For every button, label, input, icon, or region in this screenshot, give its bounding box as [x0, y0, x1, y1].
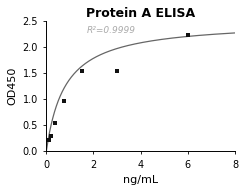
Point: [53, 122, 57, 125]
Point: [49, 134, 53, 137]
Point: [47, 138, 50, 141]
Title: Protein A ELISA: Protein A ELISA: [86, 7, 195, 20]
Point: [115, 70, 119, 73]
Point: [80, 70, 84, 73]
Point: [186, 33, 190, 36]
X-axis label: ng/mL: ng/mL: [123, 175, 158, 185]
Y-axis label: OD450: OD450: [7, 67, 17, 105]
Point: [62, 99, 66, 102]
Text: R²=0.9999: R²=0.9999: [86, 26, 135, 35]
